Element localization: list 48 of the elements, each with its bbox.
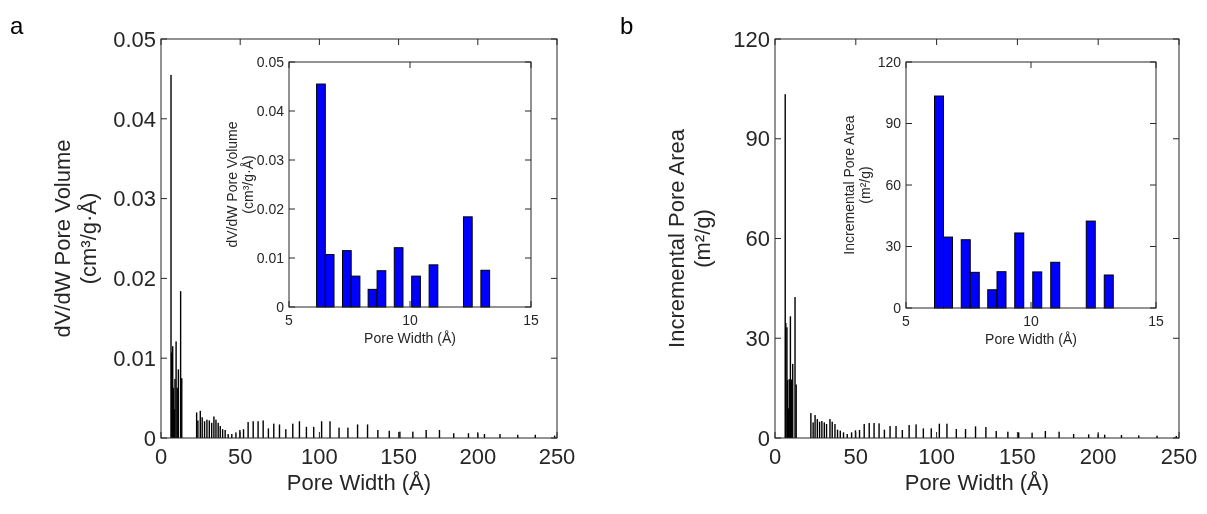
y-tick-label: 0.03 — [113, 186, 156, 212]
x-axis-title: Pore Width (Å) — [364, 330, 456, 346]
y-tick-label: 90 — [885, 115, 902, 132]
y-tick-label: 0.04 — [113, 106, 156, 132]
x-tick-label: 200 — [459, 444, 497, 469]
y-tick-label: 60 — [885, 176, 902, 193]
y-tick-label: 0 — [276, 298, 285, 315]
y-tick-label: 0.04 — [256, 102, 285, 119]
x-tick-label: 50 — [227, 444, 253, 469]
x-tick-label: 15 — [523, 312, 539, 328]
y-tick-label: 120 — [733, 26, 770, 52]
x-tick-label: 150 — [999, 444, 1036, 469]
x-axis-title: Pore Width (Å) — [904, 470, 1050, 495]
y-axis-title: Incremental Pore Area (m²/g) — [840, 115, 874, 255]
x-axis-title: Pore Width (Å) — [985, 331, 1077, 347]
y-tick-label: 0.02 — [256, 200, 285, 217]
x-tick-label: 200 — [1079, 444, 1117, 469]
x-tick-label: 5 — [902, 313, 911, 329]
y-tick-label: 0.01 — [113, 345, 156, 371]
y-axis-title: Incremental Pore Area (m²/g) — [664, 128, 715, 348]
x-tick-label: 100 — [918, 444, 955, 469]
y-tick-label: 0.05 — [256, 53, 285, 70]
y-tick-label: 60 — [745, 226, 770, 252]
x-tick-label: 15 — [1148, 313, 1164, 329]
y-tick-label: 0 — [757, 425, 770, 451]
y-tick-label: 0 — [143, 425, 156, 451]
x-tick-label: 10 — [1023, 313, 1039, 329]
x-tick-label: 150 — [380, 444, 417, 469]
y-axis-title: dV/dW Pore Volume (cm³/g·Å) — [50, 139, 101, 338]
x-tick-label: 250 — [538, 444, 576, 469]
y-tick-label: 120 — [877, 53, 902, 70]
x-tick-label: 100 — [301, 444, 338, 469]
y-tick-label: 30 — [885, 238, 902, 255]
y-tick-label: 90 — [745, 126, 770, 152]
y-axis-title: dV/dW Pore Volume (cm³/g·Å) — [223, 121, 257, 248]
x-tick-label: 10 — [402, 312, 418, 328]
x-tick-label: 50 — [843, 444, 869, 469]
x-tick-label: 250 — [1160, 444, 1198, 469]
y-tick-label: 0.05 — [113, 26, 156, 52]
chart-title: a — [10, 12, 24, 39]
x-axis-title: Pore Width (Å) — [286, 470, 432, 495]
x-tick-label: 5 — [285, 312, 294, 328]
y-tick-label: 0.03 — [256, 151, 285, 168]
y-tick-label: 0.02 — [113, 266, 156, 292]
y-tick-label: 0.01 — [256, 249, 285, 266]
chart-title: b — [620, 12, 634, 39]
y-tick-label: 30 — [745, 325, 770, 351]
y-tick-label: 0 — [893, 299, 902, 316]
